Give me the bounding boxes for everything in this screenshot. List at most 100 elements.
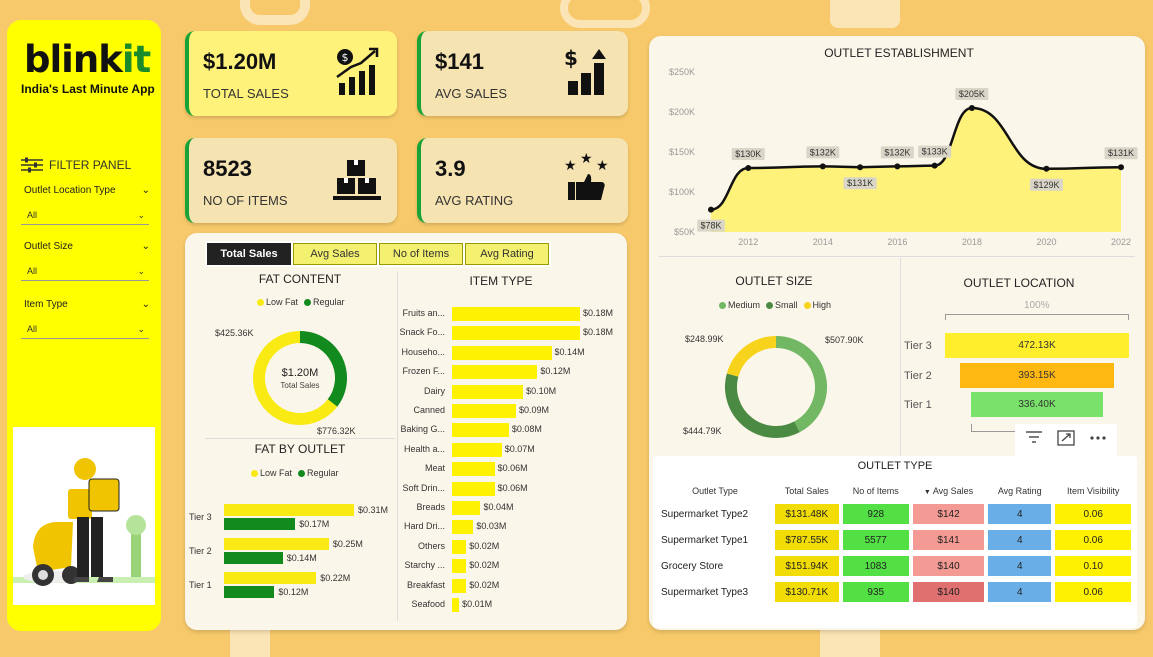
bar-value-label: $0.14M xyxy=(286,553,317,563)
chevron-down-icon: ⌄ xyxy=(137,266,145,276)
bar-value-label: $0.18M xyxy=(583,327,614,338)
column-header[interactable]: Avg Rating xyxy=(997,486,1042,496)
item-type-bar[interactable] xyxy=(452,404,516,418)
y-tick-label: $200K xyxy=(669,107,695,117)
divider xyxy=(205,438,395,439)
background-bag-icon xyxy=(230,630,270,657)
kpi-avg-sales: $141 AVG SALES $ xyxy=(417,31,628,116)
column-header[interactable]: Total Sales xyxy=(784,486,829,496)
bar-value-label: $0.01M xyxy=(462,599,493,609)
outlet-size-dropdown[interactable]: All ⌄ xyxy=(21,261,149,281)
location-funnel-bar[interactable] xyxy=(960,362,1114,388)
sidebar: blinkit India's Last Minute App FILTER P… xyxy=(7,20,161,631)
item-type-label: Breads xyxy=(416,502,445,512)
item-type-bar[interactable] xyxy=(452,442,502,457)
item-type-bar[interactable] xyxy=(452,307,580,321)
item-type-bar[interactable] xyxy=(452,326,580,341)
chevron-down-icon: ⌄ xyxy=(137,324,145,334)
item-type-label: Dairy xyxy=(423,385,445,396)
fat-content-donut[interactable]: $1.20M Total Sales xyxy=(247,325,353,431)
item-type-label: Canned xyxy=(413,405,445,415)
svg-text:★: ★ xyxy=(596,158,609,174)
filter-label-outlet-location: Outlet Location Type ⌄ xyxy=(24,185,150,196)
column-header[interactable]: No of Items xyxy=(852,486,899,496)
item-type-dropdown[interactable]: All ⌄ xyxy=(21,319,149,339)
table-row[interactable]: Supermarket Type3 $130.71K 935 $140 4 0.… xyxy=(659,582,1131,602)
item-type-bar[interactable] xyxy=(452,365,538,380)
item-type-bar[interactable] xyxy=(452,384,524,399)
table-header-row: Outlet Type Total Sales No of Items ▼ Av… xyxy=(659,484,1131,498)
item-type-bar[interactable] xyxy=(452,481,495,496)
background-bag-icon xyxy=(830,0,900,28)
y-tick-label: $150K xyxy=(669,147,695,157)
tab-avg-sales[interactable]: Avg Sales xyxy=(293,243,377,265)
data-label: $132K xyxy=(810,147,836,157)
more-options-icon[interactable] xyxy=(1089,430,1107,450)
item-type-label: Seafood xyxy=(411,599,445,609)
table-row[interactable]: Grocery Store $151.94K 1083 $140 4 0.10 xyxy=(659,556,1131,576)
data-point xyxy=(894,163,901,170)
fat-by-outlet-legend: Low Fat Regular xyxy=(251,468,339,478)
fat-by-outlet-title: FAT BY OUTLET xyxy=(254,442,346,456)
kpi-label: TOTAL SALES xyxy=(203,86,289,101)
fat-outlet-bar[interactable] xyxy=(224,552,283,564)
sort-desc-icon: ▼ xyxy=(923,489,931,496)
bar-value-label: $0.31M xyxy=(358,505,389,515)
tab-total-sales[interactable]: Total Sales xyxy=(207,243,291,265)
item-type-bar[interactable] xyxy=(452,559,467,574)
item-type-bar[interactable] xyxy=(452,598,460,612)
column-header-sorted[interactable]: ▼ Avg Sales xyxy=(923,486,974,496)
filter-icon[interactable] xyxy=(1025,430,1043,450)
outlet-size-donut[interactable] xyxy=(721,332,831,442)
bar-value-label: 393.15K xyxy=(1018,369,1056,381)
y-tick-label: $100K xyxy=(669,187,695,197)
location-funnel-bar[interactable] xyxy=(971,392,1103,417)
metric-tabs: Total Sales Avg Sales No of Items Avg Ra… xyxy=(205,241,551,267)
data-label-box xyxy=(697,219,725,232)
item-type-label: Househo... xyxy=(401,346,445,357)
chevron-down-icon[interactable]: ⌄ xyxy=(141,241,150,252)
item-type-bar[interactable] xyxy=(452,423,509,438)
outlet-size-title: OUTLET SIZE xyxy=(735,274,813,288)
column-header[interactable]: Outlet Type xyxy=(692,486,738,496)
location-funnel-bar[interactable] xyxy=(945,333,1129,358)
filter-panel-header: FILTER PANEL xyxy=(21,157,131,173)
fat-outlet-bar[interactable] xyxy=(224,538,329,550)
establishment-line xyxy=(710,106,1122,211)
tab-no-of-items[interactable]: No of Items xyxy=(379,243,463,265)
kpi-no-of-items: 8523 NO OF ITEMS xyxy=(185,138,397,223)
data-point xyxy=(1043,165,1050,172)
fat-outlet-bar[interactable] xyxy=(224,572,317,584)
column-header[interactable]: Item Visibility xyxy=(1067,486,1120,496)
kpi-label: AVG RATING xyxy=(435,193,514,208)
outlet-size-small-label: $444.79K xyxy=(683,426,722,436)
table-row[interactable]: Supermarket Type1 $787.55K 5577 $141 4 0… xyxy=(659,530,1131,550)
item-type-label: Starchy ... xyxy=(404,560,445,571)
chevron-down-icon[interactable]: ⌄ xyxy=(141,185,150,196)
fat-outlet-bar[interactable] xyxy=(224,586,275,598)
sales-breakdown-panel: Total Sales Avg Sales No of Items Avg Ra… xyxy=(185,233,627,630)
y-tick-label: $250K xyxy=(669,67,695,77)
focus-mode-icon[interactable] xyxy=(1057,430,1075,450)
data-point xyxy=(1118,164,1124,171)
kpi-value: $1.20M xyxy=(203,49,277,74)
chevron-down-icon[interactable]: ⌄ xyxy=(141,299,150,310)
table-row[interactable]: Supermarket Type2 $131.48K 928 $142 4 0.… xyxy=(659,504,1131,524)
kpi-value: 8523 xyxy=(203,156,252,181)
dollar-bars-icon: $ xyxy=(564,46,606,95)
item-type-bar[interactable] xyxy=(452,462,495,477)
item-type-bar[interactable] xyxy=(452,520,474,535)
item-type-bar[interactable] xyxy=(452,501,481,515)
item-type-bar[interactable] xyxy=(452,578,467,593)
item-type-label: Snack Fo... xyxy=(399,327,445,338)
item-type-bar[interactable] xyxy=(452,345,552,360)
outlet-location-dropdown[interactable]: All ⌄ xyxy=(21,205,149,225)
establishment-area xyxy=(711,108,1121,232)
fat-outlet-bar[interactable] xyxy=(224,504,354,516)
svg-text:★: ★ xyxy=(580,152,593,167)
stars-thumb-icon: ★ ★ ★ xyxy=(564,152,609,200)
tab-avg-rating[interactable]: Avg Rating xyxy=(465,243,549,265)
item-type-bar[interactable] xyxy=(452,539,467,554)
outlet-establishment-chart[interactable]: $50K $100K $150K $200K $250K 2012 2014 2016 2018… xyxy=(649,62,1145,252)
fat-outlet-bar[interactable] xyxy=(224,518,296,530)
